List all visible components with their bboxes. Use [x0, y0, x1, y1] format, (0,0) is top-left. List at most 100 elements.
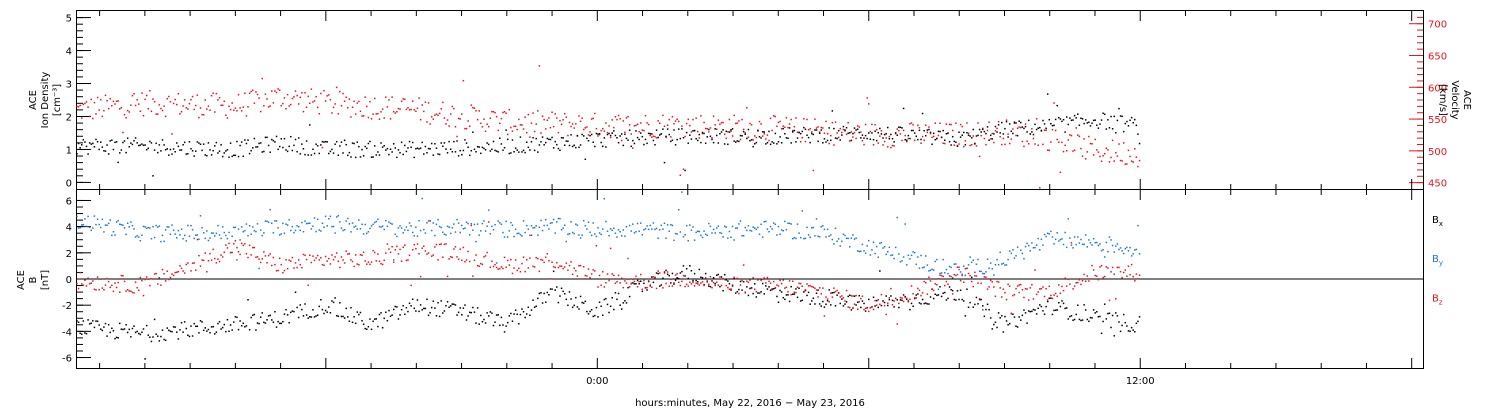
- data-point-by: [807, 234, 810, 236]
- data-point-velocity: [875, 128, 878, 131]
- data-point-ion-density: [244, 139, 246, 141]
- data-point-bz: [958, 266, 960, 268]
- data-point-velocity: [704, 127, 707, 130]
- data-point-velocity: [1099, 155, 1101, 158]
- data-point-bz: [1039, 288, 1041, 290]
- data-point-bz: [283, 269, 286, 272]
- data-point-by: [619, 230, 621, 233]
- data-point-bx: [207, 328, 210, 331]
- data-point-velocity: [1134, 148, 1136, 150]
- data-point-by: [847, 237, 849, 240]
- data-point-bz: [787, 290, 789, 293]
- data-point-ion-density: [619, 135, 621, 137]
- data-point-ion-density: [408, 140, 411, 143]
- data-point-ion-density: [500, 143, 503, 145]
- data-point-by: [421, 197, 423, 200]
- data-point-ion-density: [324, 140, 327, 143]
- data-point-bx: [518, 322, 520, 325]
- data-point-velocity: [405, 108, 408, 111]
- data-point-bz: [1138, 274, 1141, 276]
- data-point-velocity: [502, 111, 504, 114]
- data-point-velocity: [1050, 141, 1052, 143]
- data-point-bz: [81, 283, 83, 285]
- data-point-bz: [926, 293, 929, 295]
- data-point-velocity: [670, 136, 672, 138]
- data-point-bx: [872, 296, 875, 299]
- data-point-by: [777, 225, 780, 228]
- data-point-by: [334, 232, 336, 234]
- data-point-bx: [658, 285, 661, 287]
- data-point-by: [638, 230, 640, 232]
- data-point-by: [614, 232, 617, 234]
- data-point-velocity: [738, 120, 740, 122]
- data-point-bz: [592, 269, 594, 271]
- data-point-bz: [525, 258, 528, 261]
- data-point-velocity: [399, 108, 401, 110]
- data-point-velocity: [1116, 155, 1119, 157]
- x-tick-label: 0:00: [586, 376, 608, 387]
- data-point-by: [592, 222, 594, 224]
- data-point-by: [582, 219, 585, 222]
- data-point-bz: [744, 292, 746, 294]
- data-point-bz: [334, 256, 336, 258]
- data-point-ion-density: [817, 140, 819, 143]
- data-point-bz: [400, 260, 403, 262]
- data-point-by: [386, 225, 389, 228]
- data-point-velocity: [1124, 163, 1127, 165]
- data-point-bx: [478, 323, 480, 325]
- data-point-bz: [945, 280, 948, 283]
- data-point-by: [323, 226, 325, 228]
- data-point-by: [700, 234, 702, 237]
- data-point-by: [625, 225, 628, 228]
- data-point-by: [242, 231, 245, 233]
- data-point-velocity: [522, 128, 525, 130]
- data-point-bx: [321, 308, 324, 311]
- data-point-bz: [693, 285, 696, 287]
- data-point-ion-density: [723, 143, 726, 145]
- data-point-ion-density: [312, 148, 314, 151]
- data-point-velocity: [1026, 140, 1028, 143]
- data-point-ion-density: [1061, 120, 1063, 123]
- data-point-bz: [187, 262, 189, 264]
- data-point-velocity: [540, 132, 542, 134]
- data-point-velocity: [655, 137, 658, 139]
- data-point-ion-density: [963, 131, 965, 134]
- data-point-bz: [196, 238, 199, 241]
- data-point-bz: [377, 253, 379, 255]
- data-point-velocity: [413, 108, 416, 111]
- data-point-velocity: [955, 122, 957, 124]
- data-point-bx: [1012, 313, 1014, 315]
- data-point-velocity: [673, 122, 675, 125]
- data-point-velocity: [584, 127, 587, 129]
- data-point-bz: [1083, 273, 1085, 276]
- data-point-velocity: [187, 108, 189, 110]
- data-point-velocity: [527, 113, 530, 116]
- data-point-bz: [297, 259, 300, 261]
- data-point-ion-density: [551, 136, 553, 139]
- data-point-velocity: [290, 103, 292, 106]
- data-point-by: [266, 220, 268, 223]
- data-point-ion-density: [511, 139, 514, 141]
- data-point-by: [950, 266, 952, 269]
- data-point-velocity: [896, 128, 899, 130]
- data-point-velocity: [239, 107, 241, 109]
- data-point-by: [639, 222, 642, 224]
- data-point-bz: [643, 279, 645, 282]
- data-point-ion-density: [513, 151, 515, 153]
- data-point-bx: [198, 332, 200, 334]
- data-point-bx: [139, 333, 142, 336]
- data-point-velocity: [679, 174, 682, 177]
- data-point-bz: [644, 287, 647, 289]
- data-point-bz: [1045, 288, 1047, 290]
- data-point-by: [347, 217, 349, 220]
- data-point-by: [806, 226, 808, 229]
- data-point-by: [641, 234, 644, 236]
- data-point-by: [286, 224, 289, 226]
- data-point-by: [784, 220, 786, 223]
- data-point-ion-density: [663, 161, 666, 164]
- data-point-velocity: [997, 120, 1000, 123]
- data-point-velocity: [437, 114, 439, 117]
- data-point-ion-density: [1048, 118, 1051, 121]
- data-point-bz: [831, 296, 834, 298]
- data-point-bx: [101, 329, 104, 332]
